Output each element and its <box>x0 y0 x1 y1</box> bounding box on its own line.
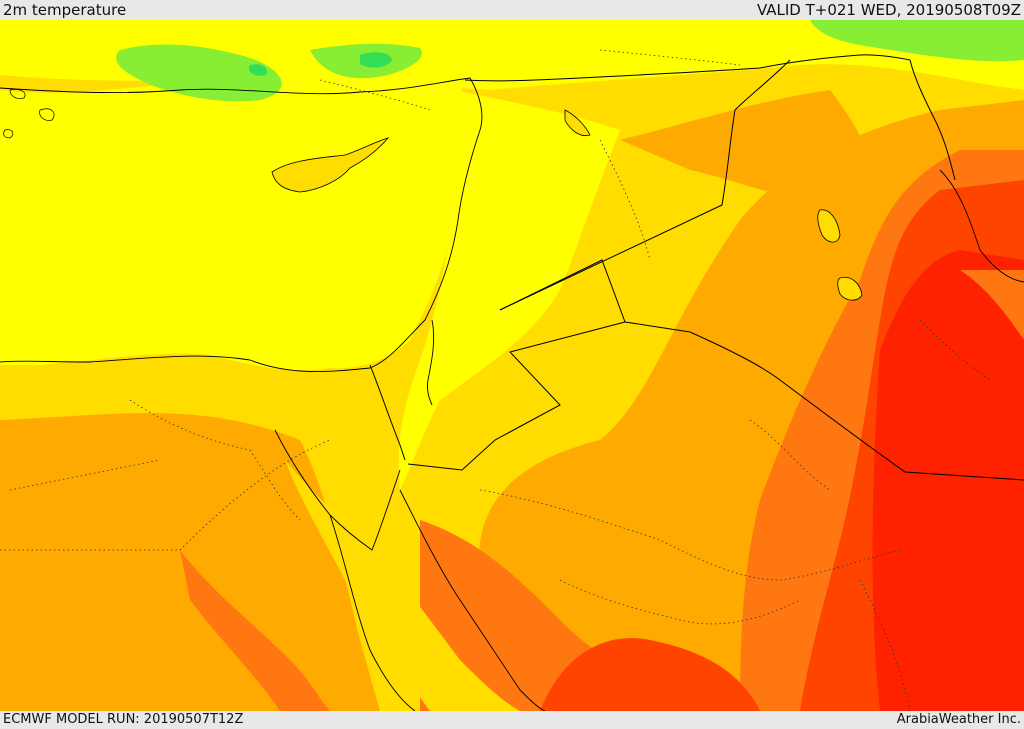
footer-bar: ECMWF MODEL RUN: 20190507T12Z ArabiaWeat… <box>0 711 1024 729</box>
deep-orange-zone <box>420 520 700 711</box>
gulf-of-suez <box>274 429 401 551</box>
map-canvas <box>0 20 1024 711</box>
red-sea <box>285 460 520 711</box>
mediterranean-sea <box>0 74 465 371</box>
lake-tharthar <box>817 209 841 243</box>
credit-label: ArabiaWeather Inc. <box>896 712 1021 727</box>
cold-patch-2 <box>249 64 268 76</box>
cool-patch-1 <box>116 44 282 102</box>
red-sea-west-coast <box>329 514 416 711</box>
syria-iraq-border <box>499 59 791 311</box>
map-title: 2m temperature <box>3 1 127 19</box>
hottest-zone <box>872 250 1024 711</box>
orange-zone-north <box>620 90 869 203</box>
cyprus-island <box>271 137 390 193</box>
lake-habbaniyah <box>837 276 863 301</box>
header-bar: 2m temperature VALID T+021 WED, 20190508… <box>0 0 1024 20</box>
saudi-iraq-border <box>624 321 1024 481</box>
orange-zone <box>0 413 380 711</box>
deep-orange-west <box>180 550 330 711</box>
dead-sea <box>427 319 435 406</box>
iran-iraq-border <box>909 59 956 181</box>
gulf-coast <box>939 169 1024 283</box>
egypt-israel-border <box>369 364 406 461</box>
syria-turkey-border <box>464 54 911 82</box>
temperature-map[interactable] <box>0 20 1024 711</box>
valid-time: VALID T+021 WED, 20190508T09Z <box>756 1 1021 19</box>
persian-gulf <box>960 270 1024 340</box>
north-coastline <box>0 77 483 373</box>
model-run-label: ECMWF MODEL RUN: 20190507T12Z <box>3 712 244 727</box>
aegean-islands <box>3 89 55 139</box>
cold-patch-1 <box>360 52 392 68</box>
jordan-border <box>407 259 626 471</box>
cool-patch-3 <box>810 20 1024 62</box>
red-zone-south <box>540 638 760 711</box>
province-lines <box>0 49 991 711</box>
red-sea-east-coast <box>399 489 546 711</box>
lake-assad <box>564 109 591 137</box>
levant-yellow <box>398 90 620 490</box>
